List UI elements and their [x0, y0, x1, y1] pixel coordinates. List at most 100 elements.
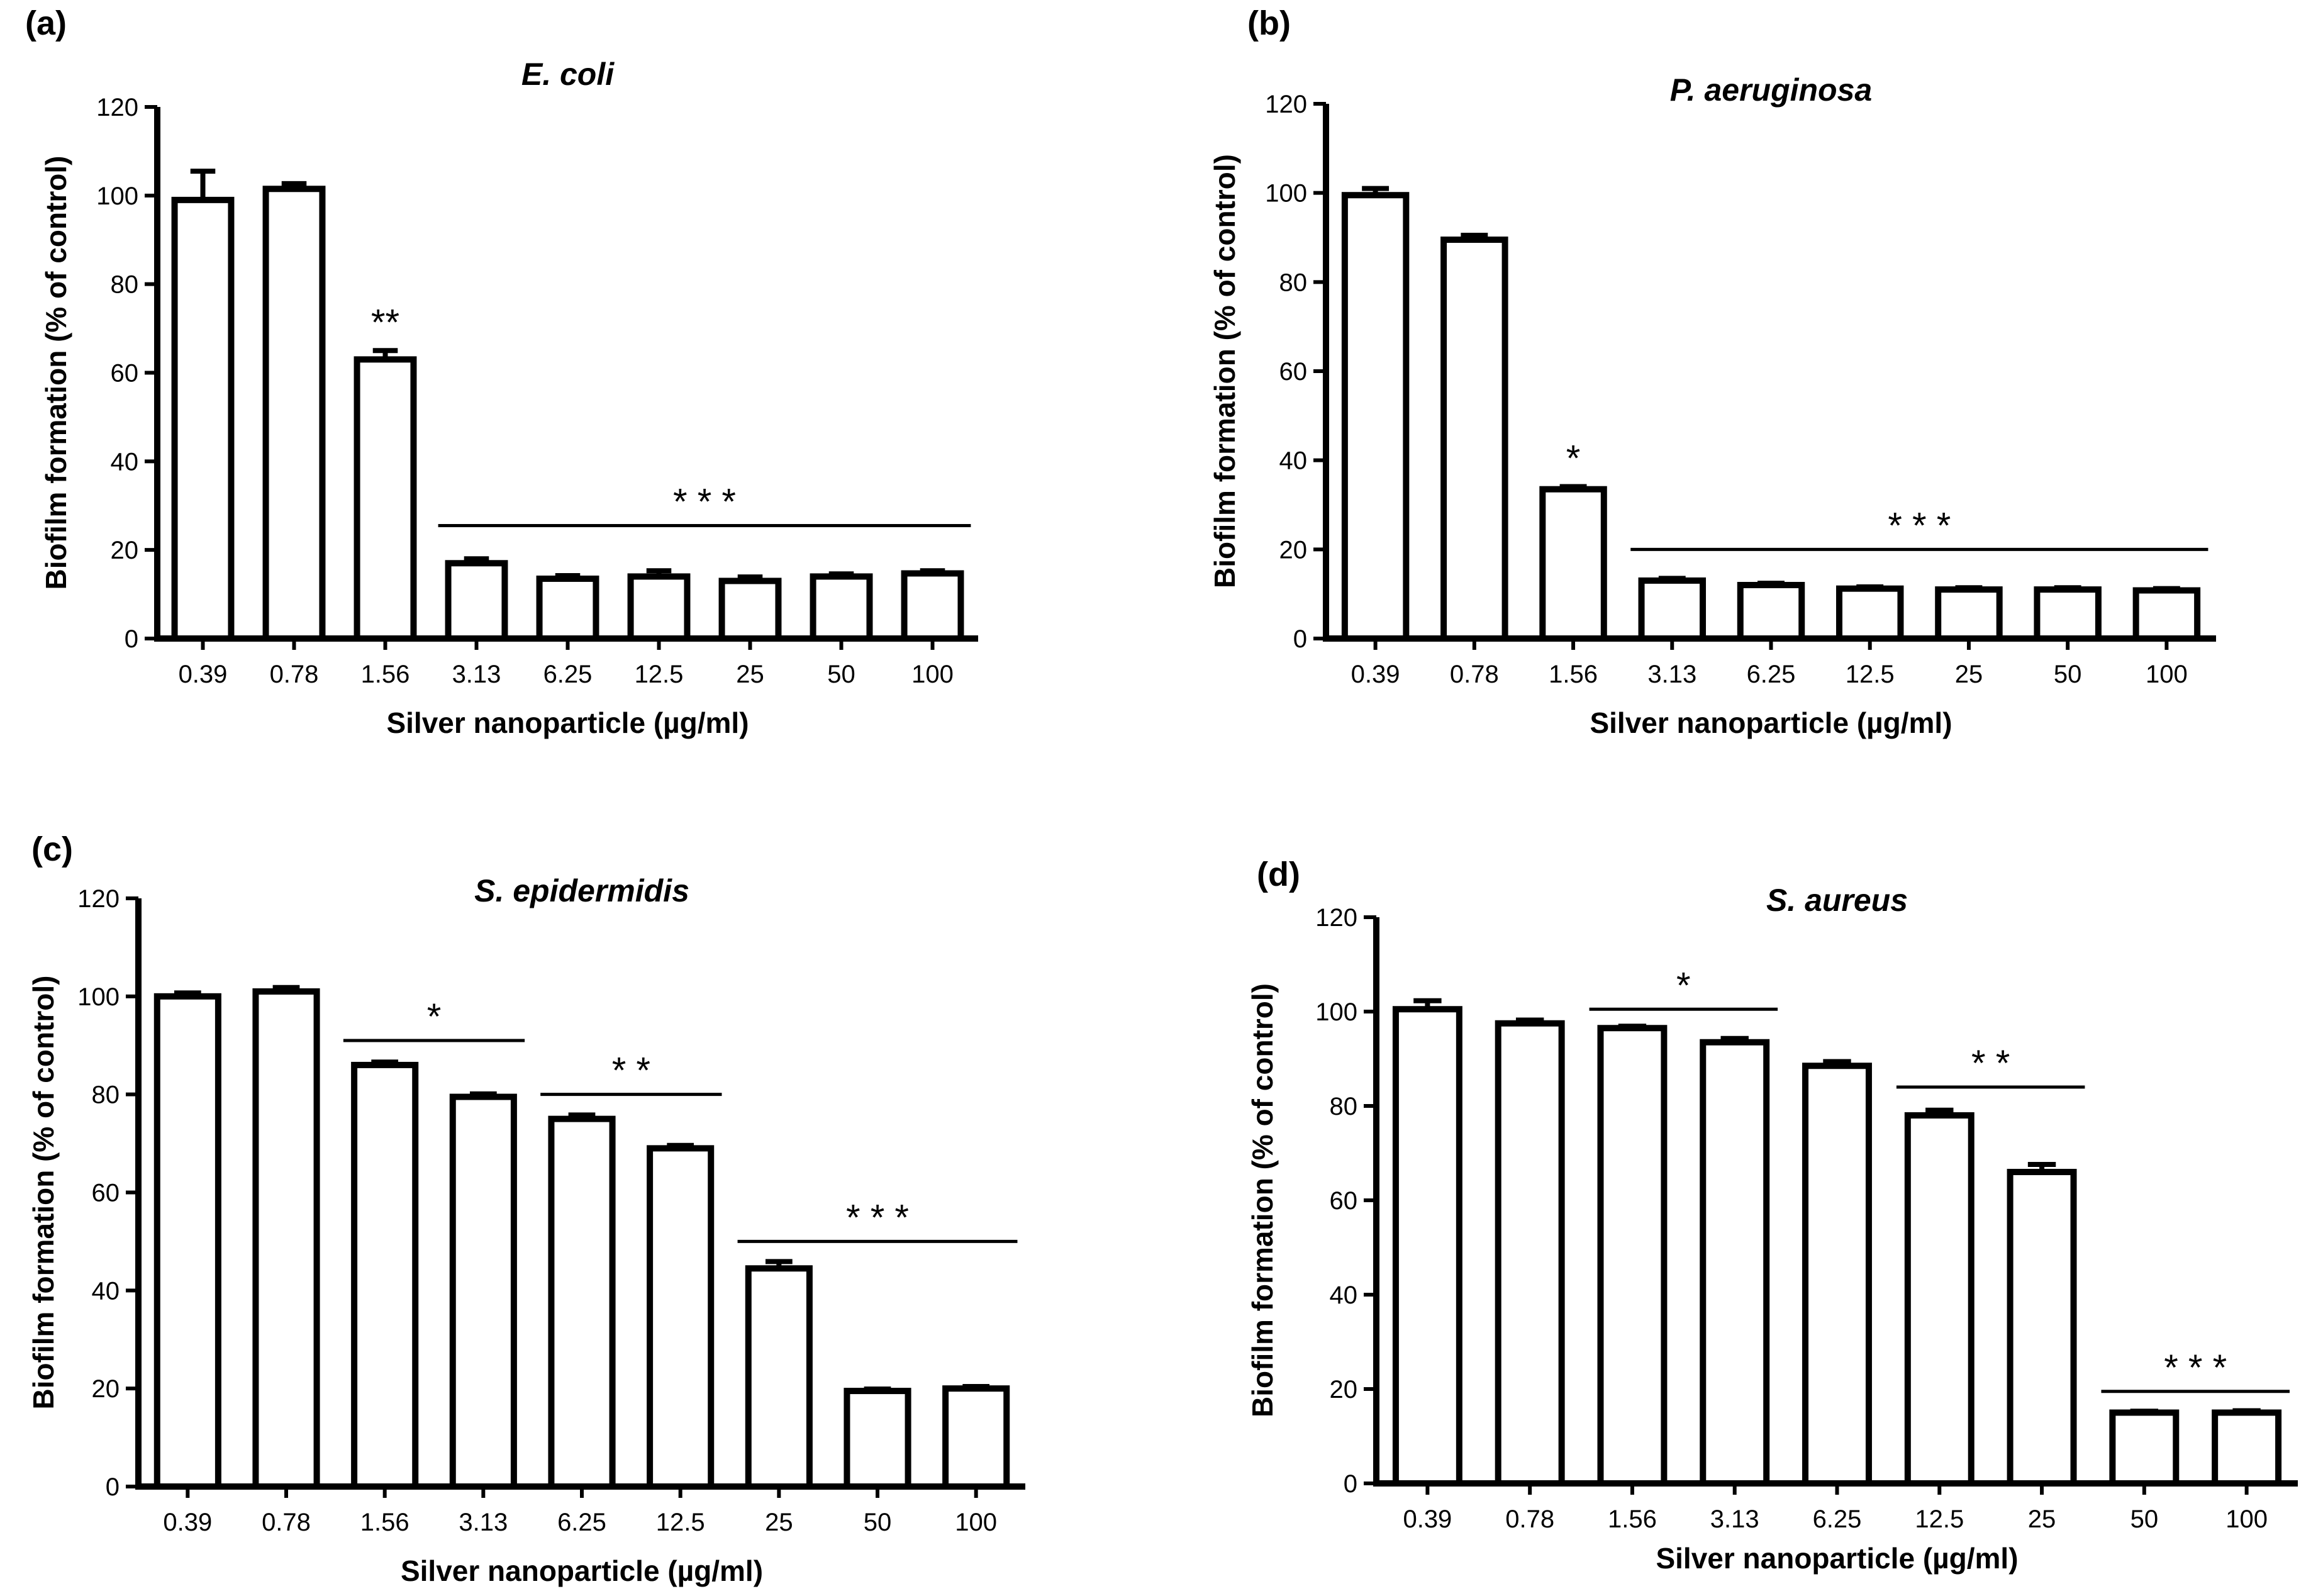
bar — [1935, 586, 2003, 642]
x-tick-label: 6.25 — [557, 1509, 606, 1536]
x-tick-label: 0.78 — [1505, 1505, 1554, 1533]
bar — [1802, 1063, 1872, 1487]
x-tick-label: 100 — [911, 661, 954, 688]
bar — [153, 993, 221, 1490]
panel-label: (d) — [1257, 856, 1300, 893]
y-tick-label: 60 — [1330, 1187, 1358, 1215]
y-tick-label: 0 — [125, 625, 138, 653]
y-tick-label: 100 — [1265, 180, 1307, 208]
x-tick-label: 0.78 — [1450, 661, 1499, 688]
x-axis-label: Silver nanoparticle (µg/ml) — [401, 1554, 763, 1587]
bar — [2212, 1409, 2282, 1487]
y-axis-label: Biofilm formation (% of control) — [40, 156, 72, 590]
bar — [844, 1388, 911, 1490]
y-tick-label: 120 — [96, 94, 138, 121]
bar — [2034, 586, 2102, 642]
bar — [942, 1385, 1010, 1490]
panel-d: (d) S. aureus 0 20 40 60 80 100 120 0.39 0.78 1.56 3… — [1153, 798, 2306, 1596]
x-tick-label: 50 — [827, 661, 855, 688]
x-tick-label: 25 — [736, 661, 764, 688]
bar — [810, 573, 873, 642]
significance-label: * * — [612, 1051, 650, 1091]
chart-s-epidermidis: (c) S. epidermidis 0 20 40 60 80 100 120 0.39 0.78… — [27, 830, 1025, 1587]
x-tick-label: 50 — [2131, 1505, 2159, 1533]
y-tick-label: 20 — [111, 537, 139, 564]
panel-a: (a) E. coli 0 20 40 60 80 100 120 0.39 0.78 1.56 3.1… — [0, 0, 1153, 798]
bar — [171, 196, 235, 642]
bar — [745, 1265, 813, 1490]
chart-title: E. coli — [521, 57, 615, 92]
chart-title: S. aureus — [1766, 883, 1908, 918]
x-tick-label: 6.25 — [1813, 1505, 1862, 1533]
x-tick-label: 12.5 — [1915, 1505, 1964, 1533]
bar — [1597, 1025, 1668, 1487]
x-tick-label: 0.39 — [163, 1509, 212, 1536]
panel-b: (b) P. aeruginosa 0 20 40 60 80 100 120 0.39 0.78 1… — [1153, 0, 2306, 798]
y-tick-label: 40 — [1279, 447, 1308, 475]
y-tick-label: 100 — [96, 182, 138, 210]
bar — [262, 186, 326, 642]
y-tick-label: 120 — [1265, 91, 1307, 118]
chart-title: P. aeruginosa — [1670, 72, 1872, 108]
panel-label: (c) — [31, 830, 73, 868]
x-tick-label: 1.56 — [1549, 661, 1598, 688]
bar — [1835, 585, 1904, 642]
bar — [1904, 1112, 1975, 1487]
x-tick-label: 100 — [2225, 1505, 2268, 1533]
y-tick-label: 60 — [1279, 358, 1308, 386]
significance-label: * * * — [1888, 505, 1951, 546]
significance-label: ** — [371, 302, 399, 343]
x-tick-label: 3.13 — [1647, 661, 1696, 688]
x-tick-label: 3.13 — [459, 1509, 508, 1536]
bar — [1539, 486, 1607, 642]
y-tick-label: 80 — [1330, 1093, 1358, 1120]
y-tick-label: 0 — [1344, 1470, 1357, 1498]
x-tick-label: 50 — [864, 1509, 892, 1536]
y-tick-label: 60 — [111, 360, 139, 388]
y-tick-label: 0 — [106, 1473, 120, 1501]
y-tick-label: 20 — [92, 1375, 120, 1403]
x-tick-label: 0.39 — [1351, 661, 1400, 688]
x-tick-label: 1.56 — [360, 1509, 409, 1536]
bar — [536, 575, 599, 642]
bar — [1700, 1039, 1770, 1487]
chart-p-aeruginosa: (b) P. aeruginosa 0 20 40 60 80 100 120 0.39 0.78 1… — [1208, 4, 2216, 739]
y-tick-label: 80 — [111, 271, 139, 299]
x-tick-label: 12.5 — [1846, 661, 1895, 688]
bar — [901, 570, 964, 642]
x-tick-label: 12.5 — [656, 1509, 705, 1536]
chart-s-aureus: (d) S. aureus 0 20 40 60 80 100 120 0.39 0.78 1.56 3… — [1246, 856, 2298, 1575]
bar — [2007, 1169, 2077, 1487]
y-tick-label: 20 — [1330, 1376, 1358, 1403]
significance-label: * * — [1971, 1043, 2010, 1084]
significance-label: * — [1676, 965, 1691, 1006]
y-tick-label: 100 — [77, 983, 120, 1011]
bar — [252, 988, 320, 1490]
x-tick-label: 12.5 — [635, 661, 684, 688]
bar — [1737, 582, 1805, 642]
panel-label: (b) — [1247, 4, 1291, 42]
bar — [1495, 1020, 1565, 1487]
x-tick-label: 6.25 — [1747, 661, 1796, 688]
y-axis-label: Biofilm formation (% of control) — [27, 976, 60, 1410]
y-axis-label: Biofilm formation (% of control) — [1246, 983, 1279, 1417]
y-tick-label: 100 — [1315, 998, 1357, 1026]
bar — [548, 1115, 616, 1490]
x-axis-label: Silver nanoparticle (µg/ml) — [386, 706, 749, 739]
y-tick-label: 40 — [1330, 1281, 1358, 1309]
bar — [351, 1061, 419, 1490]
y-tick-label: 0 — [1293, 625, 1307, 653]
x-tick-label: 3.13 — [452, 661, 501, 688]
x-tick-label: 25 — [1955, 661, 1983, 688]
x-axis-label: Silver nanoparticle (µg/ml) — [1656, 1542, 2018, 1575]
bar — [1440, 237, 1508, 642]
bar — [2109, 1409, 2180, 1487]
bar — [718, 578, 782, 642]
significance-label: * — [427, 996, 442, 1037]
x-tick-label: 3.13 — [1710, 1505, 1759, 1533]
chart-e-coli: (a) E. coli 0 20 40 60 80 100 120 0.39 0.78 1.56 3.1… — [25, 4, 978, 739]
y-tick-label: 40 — [92, 1277, 120, 1305]
panel-label: (a) — [25, 4, 67, 42]
bar — [1638, 577, 1707, 642]
significance-label: * * * — [2164, 1348, 2227, 1388]
